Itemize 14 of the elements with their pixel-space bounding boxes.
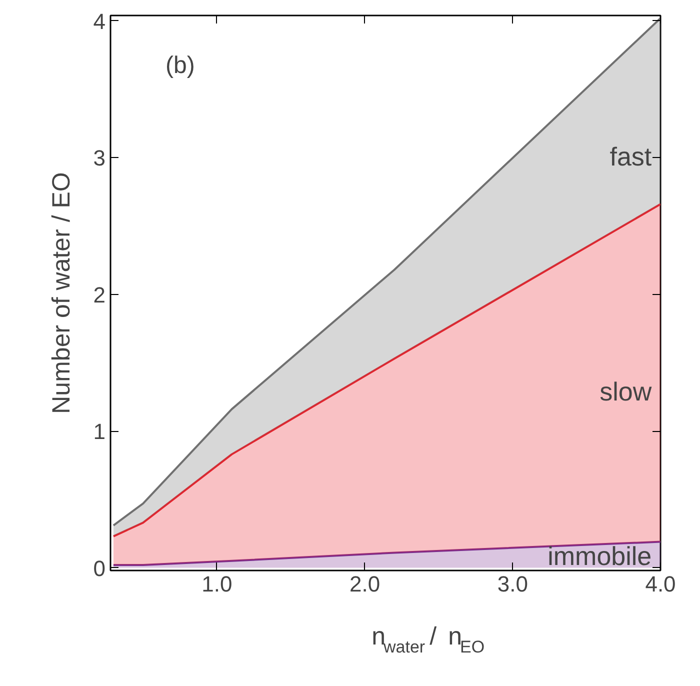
series-label: slow: [600, 376, 652, 406]
x-tick-label: 3.0: [497, 572, 528, 596]
y-tick-label: 4: [93, 8, 106, 34]
x-tick-label: 1.0: [202, 572, 232, 596]
x-tick-label: 4.0: [645, 572, 676, 596]
y-tick-label: 3: [93, 146, 106, 171]
x-tick-label: 2.0: [350, 572, 380, 596]
y-tick-label: 1: [93, 419, 106, 444]
y-axis-title: Number of water / EO: [47, 172, 76, 414]
series-label: immobile: [548, 541, 652, 571]
y-tick-label: 0: [93, 556, 106, 581]
series-label: fast: [610, 142, 652, 172]
annotation: (b): [166, 52, 195, 79]
y-tick-label: 2: [93, 282, 106, 308]
